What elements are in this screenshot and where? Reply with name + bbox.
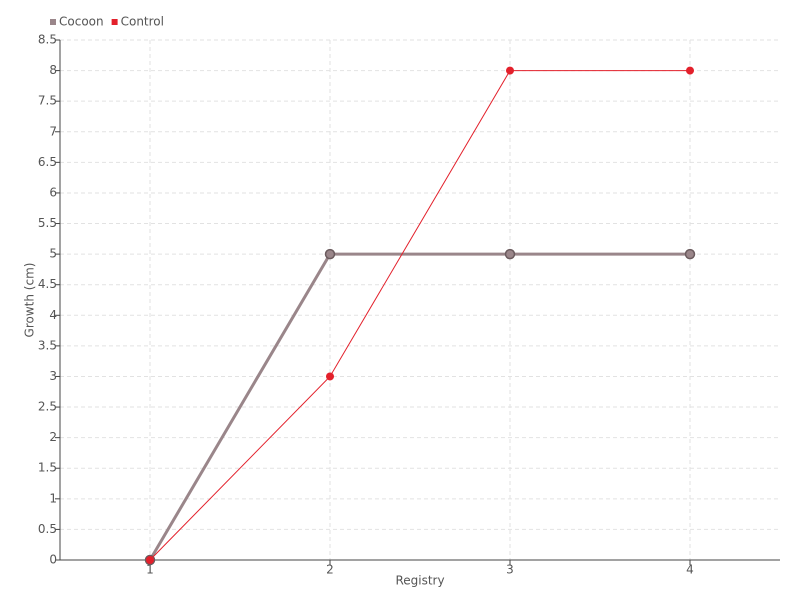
legend-label: Cocoon xyxy=(59,15,104,29)
x-tick-label: 4 xyxy=(686,563,694,577)
data-point xyxy=(326,372,334,381)
series-line xyxy=(149,70,690,561)
y-tick-label: 8 xyxy=(49,63,57,77)
x-axis-title: Registry xyxy=(395,574,444,588)
y-tick-label: 3.5 xyxy=(38,338,57,352)
series-line xyxy=(148,252,690,561)
y-tick-label: 4.5 xyxy=(38,277,57,291)
data-point xyxy=(684,248,696,260)
data-point xyxy=(324,248,336,260)
y-tick-label: 5.5 xyxy=(38,216,57,230)
y-tick-label: 2 xyxy=(49,430,57,444)
y-tick-label: 6.5 xyxy=(38,155,57,169)
legend-swatch xyxy=(111,19,118,25)
y-tick-label: 7.5 xyxy=(38,94,57,108)
y-tick-label: 1 xyxy=(49,491,57,505)
x-tick-label: 3 xyxy=(506,563,514,577)
legend-swatch xyxy=(50,19,56,25)
y-tick-label: 3 xyxy=(49,369,57,383)
data-point xyxy=(686,66,694,75)
y-tick-label: 1.5 xyxy=(38,461,57,475)
y-tick-label: 4 xyxy=(49,308,57,322)
y-axis-title: Growth (cm) xyxy=(23,263,37,338)
y-tick-label: 7 xyxy=(49,124,57,138)
data-point xyxy=(504,248,516,260)
legend-label: Control xyxy=(121,15,164,29)
x-tick-label: 1 xyxy=(146,563,154,577)
x-tick-label: 2 xyxy=(326,563,334,577)
data-point xyxy=(146,556,154,564)
y-tick-label: 5 xyxy=(49,247,57,261)
y-tick-label: 0.5 xyxy=(38,522,57,536)
y-tick-label: 8.5 xyxy=(38,33,57,47)
data-point xyxy=(506,66,514,75)
y-tick-label: 6 xyxy=(49,185,57,199)
y-tick-label: 2.5 xyxy=(38,400,57,414)
y-tick-label: 0 xyxy=(49,553,57,567)
